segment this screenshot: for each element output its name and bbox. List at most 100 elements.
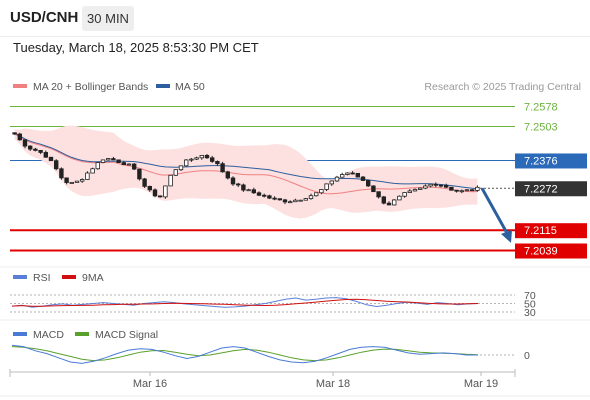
candle (345, 172, 350, 175)
candle (412, 189, 418, 192)
candle (469, 189, 475, 192)
level-label-box (515, 223, 587, 239)
candle (22, 139, 28, 147)
candle (407, 190, 412, 193)
candle (12, 132, 17, 135)
candle (386, 202, 392, 206)
candle (355, 172, 360, 178)
top-bar: USD/CNH 30 MIN (0, 0, 590, 36)
candle (459, 190, 464, 193)
macd-signal-line (11, 346, 479, 362)
candle (27, 145, 33, 150)
candle (438, 184, 444, 187)
rsi-swatch (13, 275, 27, 279)
candle (59, 168, 64, 179)
ma50-swatch (156, 84, 170, 88)
forecast-arrow-head (501, 229, 512, 243)
candle (137, 168, 142, 180)
macd-signal-legend-label: MACD Signal (95, 329, 158, 341)
candle (376, 191, 381, 198)
candle (423, 185, 428, 189)
bollinger-band (14, 125, 478, 219)
level-label: 7.2578 (524, 102, 558, 114)
macd-panel: MACD MACD Signal 0 (0, 319, 590, 364)
forecast-arrow (480, 187, 510, 236)
candle (157, 195, 163, 198)
candle (449, 186, 454, 191)
rsi-tick-label: 70 (524, 290, 536, 302)
rsi-ma-line (11, 298, 479, 307)
ma50-legend-label: MA 50 (175, 81, 205, 93)
candle (220, 163, 225, 173)
rsi-legend-label: RSI (33, 272, 51, 284)
candle (90, 168, 95, 174)
candle (417, 187, 423, 190)
rsi-tick-label: 30 (524, 307, 536, 319)
level-label-box (515, 181, 587, 197)
candle (178, 165, 184, 171)
candle (106, 158, 111, 161)
candle (360, 176, 366, 181)
x-axis: Mar 16 Mar 18 Mar 19 (0, 369, 590, 397)
macd-tick-label: 0 (524, 350, 530, 362)
ma20-line (14, 133, 478, 195)
candle (313, 192, 319, 197)
candle (48, 156, 54, 162)
candle (54, 160, 59, 170)
candle (80, 179, 85, 182)
candle (199, 154, 204, 159)
candle (298, 199, 303, 202)
candle (282, 199, 288, 203)
candle (251, 189, 256, 194)
candle (443, 184, 449, 188)
candle (303, 198, 308, 201)
candle (339, 174, 345, 178)
ma50-line (14, 132, 478, 190)
candle (85, 172, 90, 180)
candle (64, 177, 69, 183)
candle (391, 199, 397, 206)
candle (33, 148, 38, 151)
candle (209, 157, 215, 162)
level-label-box (515, 243, 587, 259)
candle (397, 195, 402, 201)
x-tick-label: Mar 16 (133, 378, 167, 390)
candle (381, 196, 386, 204)
candle (475, 186, 480, 191)
candle (428, 183, 433, 187)
candle (293, 199, 298, 203)
main-price-panel: 7.2578 7.2503 7.2376 7.2272 7.2115 7.2039 (10, 102, 587, 259)
candle (402, 192, 407, 197)
macd-legend-label: MACD (33, 329, 64, 341)
candle (194, 157, 199, 160)
candle (308, 195, 314, 200)
candle (246, 189, 251, 192)
candle (147, 185, 152, 191)
candle (215, 161, 220, 165)
candle (267, 195, 272, 199)
rsi-line (11, 297, 479, 308)
instrument-name: USD/CNH (10, 9, 79, 26)
candle (235, 183, 241, 186)
rsi-ma-legend-label: 9MA (82, 272, 104, 284)
attribution: Research © 2025 Trading Central (424, 81, 581, 93)
chart-datetime: Tuesday, March 18, 2025 8:53:30 PM CET (13, 40, 259, 55)
level-label: 7.2272 (524, 183, 558, 195)
candle (230, 177, 236, 185)
candle (241, 184, 246, 191)
candle (116, 159, 121, 163)
candle (95, 162, 100, 170)
level-label-box (515, 153, 587, 169)
candle (433, 183, 438, 186)
x-tick-label: Mar 19 (464, 378, 498, 390)
candle (183, 159, 189, 167)
candle (365, 180, 371, 187)
rsi-tick-label: 50 (524, 299, 536, 311)
interval-button[interactable]: 30 MIN (82, 6, 134, 31)
candle (287, 201, 293, 204)
candle (454, 189, 459, 192)
ma20-swatch (13, 84, 27, 88)
candle (74, 180, 80, 183)
